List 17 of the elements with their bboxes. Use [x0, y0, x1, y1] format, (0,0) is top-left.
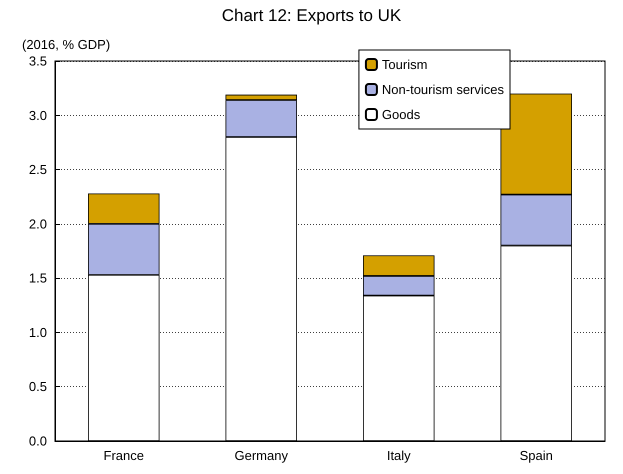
- y-axis-title: (2016, % GDP): [22, 37, 110, 52]
- x-tick-label: Germany: [234, 448, 288, 463]
- chart-title: Chart 12: Exports to UK: [222, 6, 402, 25]
- y-tick-label: 1.0: [28, 324, 47, 340]
- legend-label: Tourism: [382, 57, 428, 72]
- y-tick-label: 3.5: [28, 54, 47, 68]
- legend-label: Goods: [382, 107, 421, 122]
- x-tick-label: France: [104, 448, 144, 463]
- x-tick-label: Italy: [386, 448, 412, 463]
- y-tick-label: 0.0: [28, 434, 47, 448]
- y-tick-label: 2.5: [28, 162, 47, 178]
- legend-label: Non-tourism services: [382, 82, 504, 97]
- y-tick-label: 2.0: [28, 216, 47, 232]
- y-tick-label: 3.0: [28, 108, 47, 123]
- y-tick-label: 1.5: [28, 270, 47, 286]
- y-tick-label: 0.5: [28, 379, 47, 394]
- x-tick-label: Spain: [520, 448, 553, 463]
